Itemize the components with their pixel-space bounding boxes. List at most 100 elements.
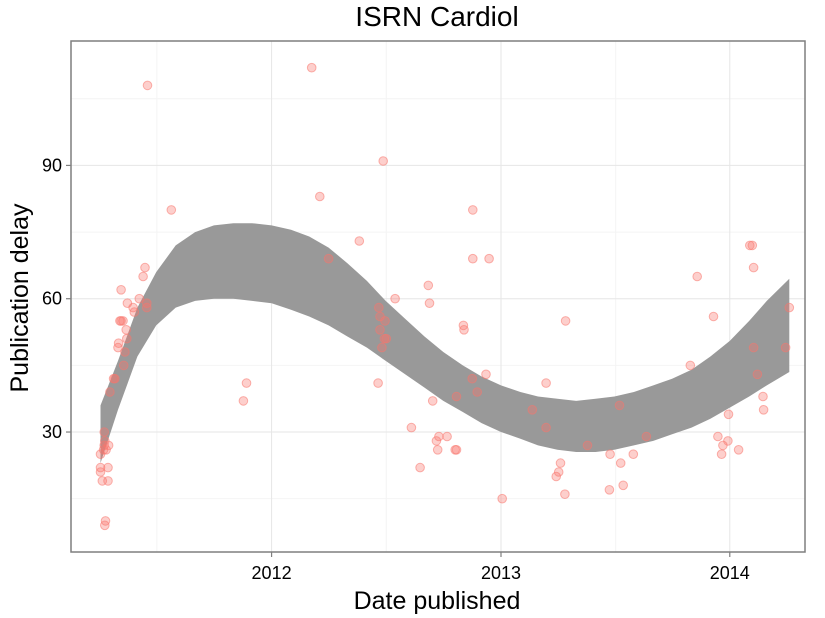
data-point [99, 427, 109, 437]
data-point [641, 431, 652, 442]
data-point [121, 325, 131, 335]
data-point [166, 205, 177, 215]
data-point [708, 311, 719, 322]
data-point [380, 316, 390, 326]
data-point [748, 262, 759, 273]
data-point [306, 62, 317, 73]
data-point [415, 462, 425, 473]
data-point [238, 396, 249, 406]
data-point [713, 431, 723, 442]
data-point [323, 253, 334, 264]
data-point [120, 347, 130, 357]
data-point [472, 387, 483, 397]
data-point [685, 360, 696, 371]
data-point [758, 391, 768, 402]
data-point [468, 253, 478, 264]
data-point [723, 409, 734, 420]
smooth-confidence-band [100, 223, 790, 464]
data-point [716, 449, 727, 460]
data-point [113, 338, 124, 349]
data-point [484, 253, 494, 264]
data-point [605, 449, 615, 460]
data-point [451, 391, 462, 402]
y-tick-label: 30 [42, 422, 62, 442]
data-point [140, 262, 150, 273]
y-axis-ticks: 30 60 90 [42, 155, 71, 442]
data-point [582, 440, 593, 451]
data-point [723, 436, 733, 446]
data-point [381, 333, 392, 344]
data-point [373, 378, 383, 388]
data-point [95, 467, 106, 477]
x-axis-title: Date published [354, 587, 521, 615]
x-tick-label: 2014 [710, 563, 750, 583]
data-point [116, 285, 126, 295]
data-point [560, 316, 571, 326]
data-point [481, 369, 491, 380]
data-point [354, 236, 365, 246]
data-point [122, 333, 132, 344]
data-point [423, 280, 434, 291]
chart-title: ISRN Cardiol [355, 1, 518, 32]
data-point [378, 156, 389, 166]
data-point [129, 307, 140, 317]
data-point [614, 400, 625, 411]
data-point [103, 462, 113, 473]
major-gridlines [71, 41, 805, 552]
data-point [553, 467, 564, 477]
data-point [103, 440, 114, 451]
data-point [551, 471, 562, 482]
x-tick-label: 2012 [252, 563, 292, 583]
data-point [100, 516, 111, 526]
data-point [110, 373, 120, 384]
data-point [377, 342, 387, 353]
y-tick-label: 90 [42, 155, 62, 175]
data-point [618, 480, 629, 491]
data-point [459, 325, 469, 335]
data-point [138, 271, 148, 282]
data-point [424, 298, 435, 309]
data-point [406, 422, 417, 433]
data-point [604, 485, 615, 495]
data-point [467, 373, 478, 384]
points-layer [95, 62, 795, 531]
data-point [527, 405, 538, 415]
data-point [390, 293, 400, 304]
data-point [451, 445, 462, 455]
data-point [105, 387, 115, 397]
data-point [434, 431, 444, 442]
data-point [628, 449, 639, 460]
x-axis-ticks: 2012 2013 2014 [252, 552, 750, 583]
data-point [374, 302, 384, 313]
smooth-band-layer [100, 223, 790, 464]
data-point [134, 293, 145, 304]
data-point [541, 378, 551, 388]
data-point [560, 489, 570, 500]
data-point [142, 302, 152, 313]
data-point [541, 422, 551, 433]
data-point [315, 191, 325, 202]
data-point [615, 458, 626, 468]
data-point [103, 476, 113, 486]
data-point [747, 240, 758, 251]
data-point [432, 445, 443, 455]
data-point [692, 271, 703, 282]
data-point [427, 396, 438, 406]
data-point [752, 369, 763, 380]
data-point [142, 80, 153, 91]
data-point [745, 240, 755, 251]
y-tick-label: 60 [42, 289, 62, 309]
data-point [118, 316, 128, 326]
data-point [733, 445, 744, 455]
data-point [442, 431, 452, 442]
data-point [780, 342, 791, 353]
y-axis-title: Publication delay [6, 203, 34, 393]
x-tick-label: 2013 [481, 563, 521, 583]
data-point [784, 302, 795, 313]
data-point [241, 378, 252, 388]
data-point [375, 325, 385, 335]
data-point [118, 360, 129, 371]
data-point [748, 342, 759, 353]
data-point [468, 205, 478, 215]
